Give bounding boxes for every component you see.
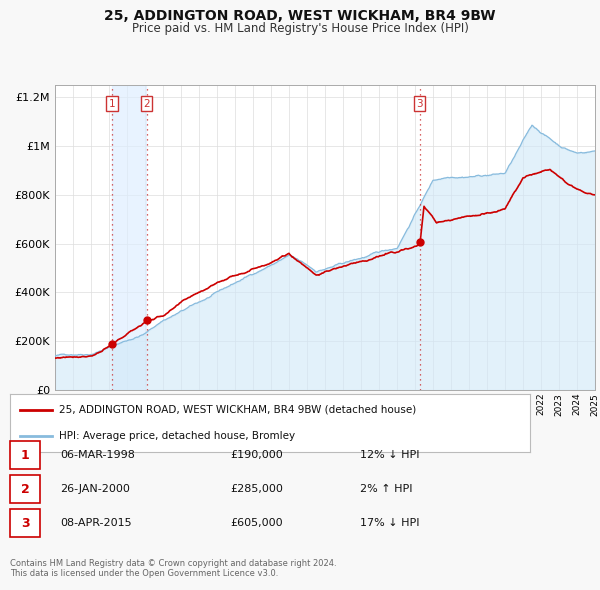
Text: £190,000: £190,000 [230,450,283,460]
Text: 26-JAN-2000: 26-JAN-2000 [60,484,130,494]
Text: HPI: Average price, detached house, Bromley: HPI: Average price, detached house, Brom… [59,431,296,441]
Text: 25, ADDINGTON ROAD, WEST WICKHAM, BR4 9BW: 25, ADDINGTON ROAD, WEST WICKHAM, BR4 9B… [104,9,496,23]
Text: 2: 2 [143,99,150,109]
Text: 12% ↓ HPI: 12% ↓ HPI [360,450,419,460]
Text: 2: 2 [20,483,29,496]
Text: 1: 1 [20,448,29,461]
Text: 2% ↑ HPI: 2% ↑ HPI [360,484,413,494]
Text: 3: 3 [20,517,29,530]
Text: £285,000: £285,000 [230,484,283,494]
Text: 08-APR-2015: 08-APR-2015 [60,518,131,528]
Text: Contains HM Land Registry data © Crown copyright and database right 2024.
This d: Contains HM Land Registry data © Crown c… [10,559,337,578]
Text: 25, ADDINGTON ROAD, WEST WICKHAM, BR4 9BW (detached house): 25, ADDINGTON ROAD, WEST WICKHAM, BR4 9B… [59,405,416,415]
Text: 3: 3 [416,99,423,109]
Text: Price paid vs. HM Land Registry's House Price Index (HPI): Price paid vs. HM Land Registry's House … [131,22,469,35]
Text: 06-MAR-1998: 06-MAR-1998 [60,450,135,460]
Text: 17% ↓ HPI: 17% ↓ HPI [360,518,419,528]
Bar [112,85,146,390]
Text: £605,000: £605,000 [230,518,283,528]
Text: 1: 1 [109,99,115,109]
